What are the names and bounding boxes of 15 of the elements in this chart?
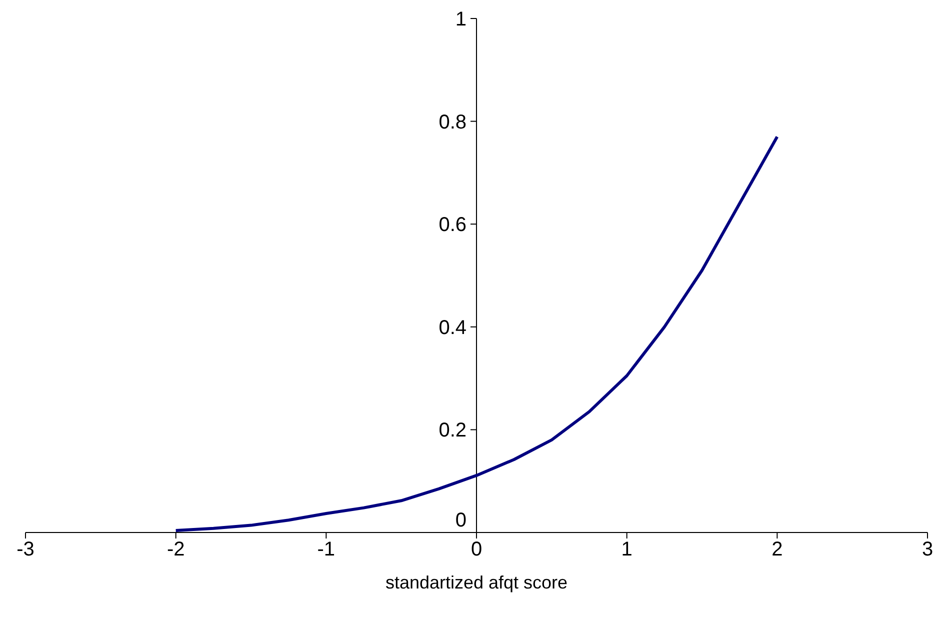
x-tick-label: 2 [772,538,783,560]
x-axis-title: standartized afqt score [385,572,568,592]
x-tick-label: 1 [621,538,632,560]
y-tick-label: 0.6 [438,214,467,236]
y-tick-label: 0.2 [438,420,467,442]
x-tick-label: -3 [16,538,34,560]
line-series [174,135,779,532]
y-tick-label: 0.8 [438,111,467,134]
x-tick-label: 3 [922,538,934,560]
x-tick-label: -2 [166,538,185,560]
y-tick-label: 1 [455,8,466,30]
y-tick-label: 0 [455,510,466,532]
y-tick-label: 0.4 [438,316,467,339]
x-tick-label: 0 [470,538,482,560]
x-tick-label: -1 [317,538,336,560]
